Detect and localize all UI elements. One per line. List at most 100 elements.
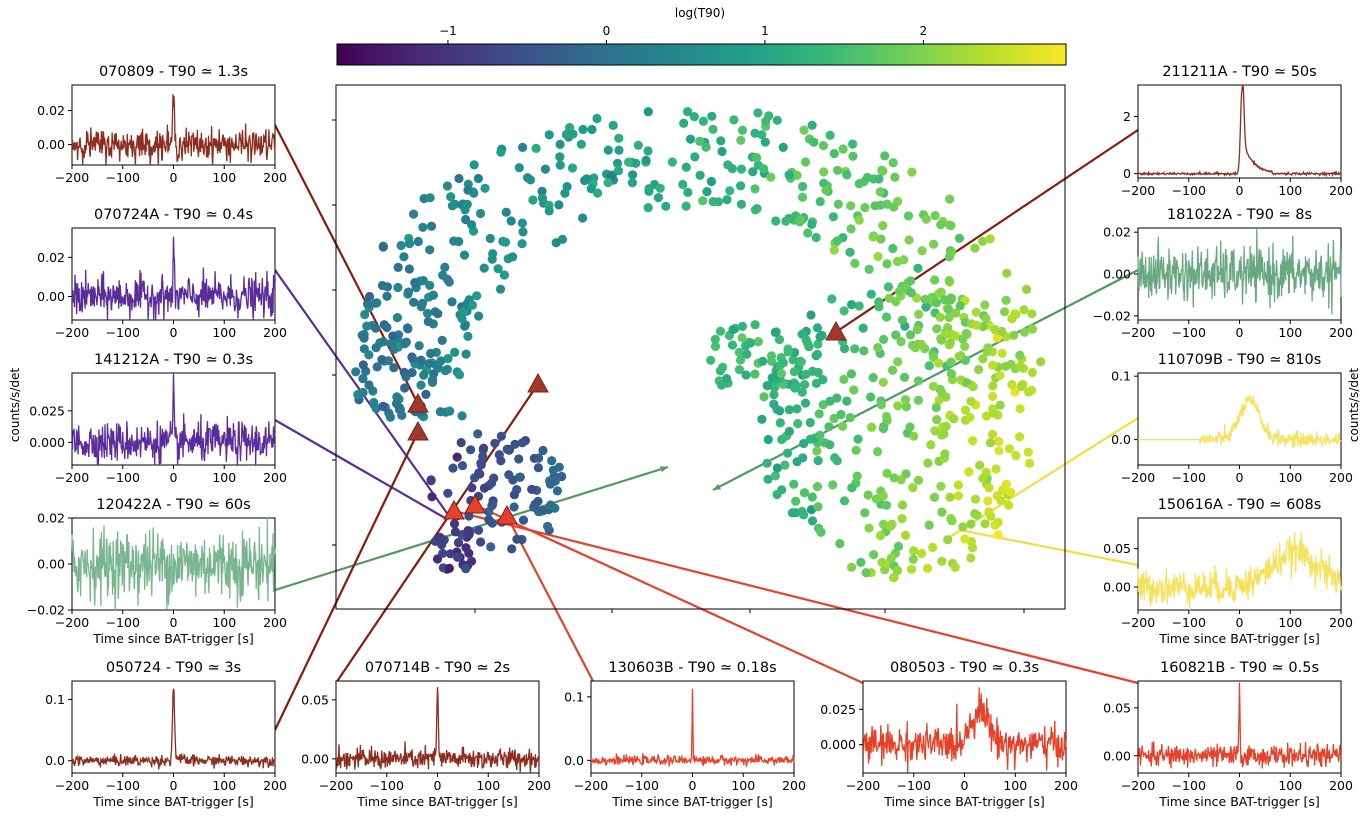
scatter-point bbox=[472, 291, 482, 301]
x-tick-label: −100 bbox=[1172, 615, 1206, 630]
scatter-point bbox=[833, 199, 843, 209]
scatter-point bbox=[850, 344, 860, 354]
scatter-point bbox=[698, 116, 709, 126]
scatter-point bbox=[842, 396, 852, 406]
scatter-point bbox=[828, 212, 839, 222]
scatter-point bbox=[531, 143, 541, 153]
scatter-point bbox=[798, 181, 808, 192]
scatter-point bbox=[909, 431, 919, 441]
scatter-point bbox=[946, 357, 956, 367]
scatter-point bbox=[951, 331, 961, 341]
scatter-point bbox=[974, 365, 984, 375]
scatter-point bbox=[729, 115, 739, 125]
scatter-points bbox=[351, 107, 1046, 583]
scatter-point bbox=[457, 411, 467, 421]
scatter-point bbox=[846, 224, 856, 234]
panel-p070724A: 070724A - T90 ≃ 0.4s −200 −100 0 100 200 0.00 0… bbox=[37, 207, 287, 340]
scatter-point bbox=[1020, 327, 1030, 337]
scatter-point bbox=[815, 332, 825, 342]
scatter-point bbox=[464, 530, 474, 540]
scatter-point bbox=[399, 367, 409, 377]
scatter-point bbox=[1000, 307, 1010, 317]
scatter-point bbox=[833, 165, 843, 175]
x-tick-label: 200 bbox=[1329, 470, 1353, 485]
scatter-point bbox=[778, 142, 788, 152]
y-tick-label: 2 bbox=[1123, 109, 1131, 124]
scatter-point bbox=[922, 563, 933, 573]
connector-arrowhead bbox=[660, 466, 668, 473]
scatter-point bbox=[882, 468, 892, 478]
scatter-point bbox=[866, 392, 876, 402]
scatter-point bbox=[512, 534, 522, 544]
scatter-point bbox=[917, 548, 927, 559]
scatter-point bbox=[989, 408, 999, 418]
x-tick-label: 200 bbox=[263, 170, 287, 185]
scatter-point bbox=[981, 313, 991, 323]
scatter-point bbox=[965, 412, 975, 422]
scatter-point bbox=[362, 299, 373, 309]
scatter-point bbox=[460, 205, 470, 215]
scatter-point bbox=[936, 481, 946, 491]
scatter-point bbox=[812, 482, 823, 492]
scatter-point bbox=[727, 340, 738, 350]
scatter-point bbox=[772, 489, 782, 500]
scatter-point bbox=[901, 469, 911, 479]
scatter-point bbox=[807, 516, 818, 526]
x-tick-label: 100 bbox=[1278, 778, 1302, 793]
x-tick-label: 100 bbox=[1278, 183, 1302, 198]
x-tick-label: −200 bbox=[319, 778, 353, 793]
scatter-point bbox=[464, 548, 474, 558]
scatter-point bbox=[760, 137, 770, 147]
scatter-point bbox=[968, 543, 978, 553]
connector-p050724 bbox=[274, 431, 419, 731]
scatter-point bbox=[717, 146, 727, 157]
scatter-point bbox=[404, 239, 415, 249]
scatter-point bbox=[593, 188, 603, 198]
connector-p160821B bbox=[453, 509, 1139, 685]
scatter-point bbox=[424, 359, 434, 369]
scatter-point bbox=[1009, 330, 1019, 340]
scatter-point bbox=[930, 426, 940, 436]
scatter-point bbox=[456, 438, 466, 448]
scatter-point bbox=[798, 192, 808, 202]
scatter-point bbox=[426, 348, 436, 359]
x-tick-label: −200 bbox=[55, 778, 89, 793]
scatter-point bbox=[393, 262, 403, 272]
scatter-point bbox=[851, 445, 861, 455]
scatter-point bbox=[931, 402, 941, 413]
scatter-point bbox=[372, 362, 382, 372]
scatter-point bbox=[474, 311, 484, 321]
scatter-point bbox=[897, 500, 908, 510]
scatter-point bbox=[991, 464, 1001, 474]
panel-p211211A: 211211A - T90 ≃ 50s −200 −100 0 100 200 0 2 bbox=[1121, 64, 1353, 198]
connector-p150616A bbox=[959, 528, 1139, 567]
scatter-point bbox=[818, 141, 829, 151]
scatter-point bbox=[736, 135, 746, 145]
scatter-point bbox=[734, 347, 744, 357]
scatter-point bbox=[1015, 404, 1025, 414]
scatter-point bbox=[829, 245, 839, 255]
scatter-point bbox=[978, 473, 988, 483]
x-tick-label: 100 bbox=[1278, 470, 1302, 485]
scatter-point bbox=[476, 537, 486, 547]
scatter-point bbox=[880, 151, 890, 161]
y-tick-label: 0.02 bbox=[1103, 225, 1131, 240]
scatter-point bbox=[781, 216, 791, 226]
scatter-point bbox=[466, 556, 477, 566]
scatter-point bbox=[871, 494, 882, 504]
scatter-point bbox=[905, 422, 915, 432]
scatter-point bbox=[821, 185, 831, 195]
scatter-point bbox=[603, 145, 613, 155]
scatter-point bbox=[683, 187, 693, 197]
scatter-point bbox=[994, 436, 1004, 447]
scatter-point bbox=[1010, 387, 1020, 397]
x-tick-label: 0 bbox=[170, 615, 178, 630]
scatter-point bbox=[510, 439, 520, 449]
light-curve bbox=[1137, 682, 1342, 769]
scatter-point bbox=[464, 511, 474, 521]
scatter-point bbox=[750, 184, 760, 194]
scatter-point bbox=[890, 172, 900, 182]
scatter-point bbox=[997, 486, 1008, 496]
scatter-point bbox=[378, 337, 389, 347]
scatter-point bbox=[706, 355, 716, 365]
